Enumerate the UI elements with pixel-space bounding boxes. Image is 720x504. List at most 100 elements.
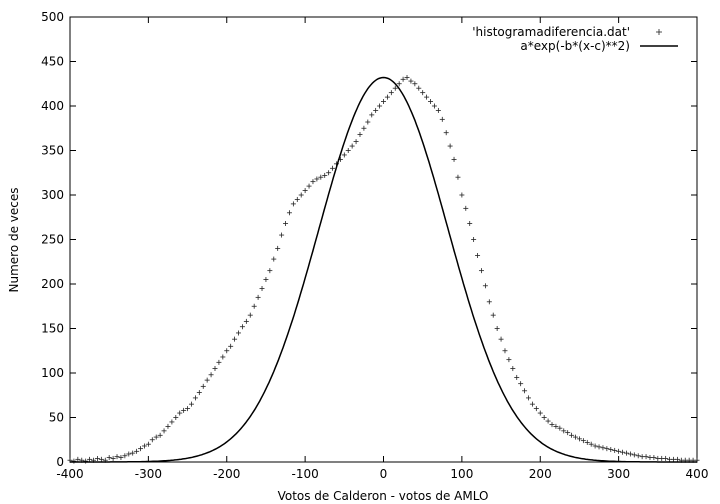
data-point — [369, 112, 375, 118]
data-point — [674, 456, 680, 462]
data-point — [267, 268, 273, 274]
x-tick-label: 400 — [686, 467, 709, 481]
data-point — [412, 81, 418, 87]
data-point — [98, 456, 104, 462]
y-axis-label: Numero de veces — [7, 187, 21, 292]
data-point — [330, 165, 336, 171]
data-point — [220, 354, 226, 360]
data-point — [627, 451, 633, 457]
data-point — [165, 423, 171, 429]
data-point — [243, 318, 249, 324]
data-point — [416, 85, 422, 91]
x-tick-label: 0 — [380, 467, 388, 481]
data-point — [212, 366, 218, 372]
x-tick-label: -300 — [135, 467, 162, 481]
data-point — [251, 303, 257, 309]
data-point — [200, 383, 206, 389]
y-tick-label: 450 — [41, 55, 64, 69]
y-tick-label: 400 — [41, 99, 64, 113]
data-point — [455, 174, 461, 180]
data-point — [486, 299, 492, 305]
data-point — [286, 210, 292, 216]
data-point — [435, 107, 441, 113]
data-point — [541, 415, 547, 420]
data-point — [345, 148, 351, 153]
data-point — [275, 245, 281, 251]
data-point — [490, 312, 496, 318]
data-point — [247, 312, 253, 318]
data-point — [106, 455, 112, 461]
data-point — [75, 456, 81, 462]
data-point — [588, 441, 594, 447]
data-point — [114, 454, 120, 460]
data-point — [83, 458, 89, 464]
y-axis-ticks: 0 50 100 150 200 250 300 350 400 450 500 — [41, 10, 697, 469]
data-point — [228, 343, 234, 349]
data-point — [620, 449, 626, 455]
data-point — [612, 447, 618, 453]
x-tick-label: 200 — [529, 467, 552, 481]
data-point — [153, 434, 159, 440]
data-point — [134, 448, 140, 454]
data-point — [600, 445, 606, 451]
data-point — [326, 170, 332, 176]
data-point — [471, 237, 477, 242]
data-point — [478, 268, 484, 274]
data-point — [384, 94, 390, 100]
data-point — [263, 277, 269, 283]
data-point — [400, 76, 406, 82]
data-point — [94, 455, 100, 461]
data-point — [467, 220, 473, 226]
y-tick-label: 500 — [41, 10, 64, 24]
data-point — [353, 139, 359, 145]
data-point — [549, 422, 555, 428]
legend-marker-plus — [656, 29, 662, 35]
legend-plus — [656, 29, 662, 35]
data-point — [126, 451, 132, 457]
data-point — [451, 156, 457, 162]
x-tick-label: -200 — [213, 467, 240, 481]
data-point — [259, 285, 265, 291]
y-tick-label: 300 — [41, 188, 64, 202]
data-point — [514, 374, 520, 380]
legend: 'histogramadiferencia.dat' a*exp(-b*(x-c… — [472, 25, 678, 53]
data-point — [459, 192, 465, 198]
data-point — [388, 90, 394, 96]
x-tick-label: 100 — [450, 467, 473, 481]
data-point — [118, 455, 124, 461]
legend-label-fit: a*exp(-b*(x-c)**2) — [520, 39, 630, 53]
data-point — [463, 205, 469, 211]
data-point — [110, 455, 116, 461]
x-axis-ticks: -400 -300 -200 -100 0 100 200 300 400 — [56, 17, 708, 481]
data-point — [553, 423, 559, 429]
data-point — [236, 330, 242, 336]
data-point — [584, 439, 590, 445]
data-point — [565, 430, 571, 436]
data-point — [576, 436, 582, 442]
data-point — [349, 143, 355, 149]
data-point — [204, 377, 210, 383]
data-point — [557, 425, 563, 431]
data-point — [283, 220, 289, 226]
data-point — [392, 85, 398, 91]
data-point — [404, 75, 410, 81]
y-tick-label: 100 — [41, 366, 64, 380]
data-point — [181, 407, 187, 413]
data-point — [377, 103, 383, 109]
data-point — [216, 359, 222, 365]
data-point — [302, 188, 308, 194]
data-point — [373, 107, 379, 113]
legend-label-data: 'histogramadiferencia.dat' — [472, 25, 630, 39]
data-point — [188, 401, 194, 407]
data-point — [596, 444, 602, 450]
data-point — [428, 99, 434, 105]
data-point — [141, 443, 147, 449]
data-point — [232, 336, 238, 342]
data-point — [573, 434, 579, 440]
data-point — [294, 196, 300, 202]
plot-frame — [69, 16, 698, 463]
data-point — [396, 81, 402, 87]
data-point — [529, 401, 535, 407]
data-point — [255, 294, 261, 300]
y-tick-label: 350 — [41, 144, 64, 158]
